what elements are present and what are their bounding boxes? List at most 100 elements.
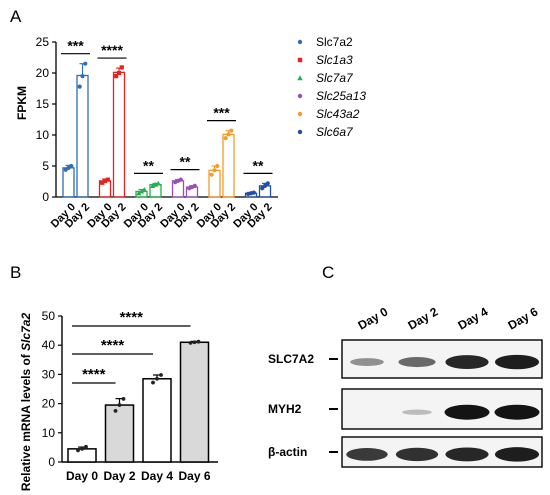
panel-c-band — [398, 357, 436, 368]
panel-b-data-point — [84, 444, 88, 449]
panel-c-band — [445, 355, 489, 369]
panel-a-y-tick-label: 0 — [42, 190, 49, 204]
panel-letter-b: B — [10, 263, 21, 282]
panel-a-data-point — [77, 84, 82, 89]
panel-c-western-blot: Day 0 Day 2 Day 4 Day 6 SLC7A2 MYH2 β-actin — [268, 304, 543, 468]
panel-a-bar — [62, 167, 75, 198]
panel-letter-c: C — [322, 263, 334, 282]
panel-a-data-point — [265, 181, 270, 186]
panel-b-bar — [179, 341, 210, 463]
panel-b-x-tick-label: Day 6 — [178, 469, 210, 483]
panel-b-significance-label: **** — [82, 366, 106, 383]
panel-b-y-tick-label: 10 — [42, 426, 56, 440]
panel-a-data-point — [192, 183, 197, 188]
panel-b-chart: Relative mRNA levels of Slc7a2 0 10 20 30 40… — [19, 309, 218, 491]
panel-a-y-axis-label: FPKM — [15, 86, 29, 120]
panel-a-data-point — [116, 70, 122, 76]
panel-b-data-point — [117, 403, 122, 407]
panel-a-data-point — [114, 74, 119, 79]
panel-c-band — [494, 354, 540, 370]
panel-c-band — [445, 447, 489, 462]
panel-b-significance-label: **** — [120, 309, 144, 326]
panel-letter-a: A — [10, 7, 22, 26]
panel-b-data-point — [155, 376, 159, 381]
panel-a-legend-label: Slc7a2 — [316, 35, 353, 49]
panel-a-data-point — [152, 182, 159, 187]
panel-a-data-point — [102, 178, 108, 183]
panel-a-data-point — [223, 136, 228, 141]
panel-b-data-point — [76, 448, 80, 453]
panel-b-data-point — [121, 397, 126, 401]
panel-a-y-tick-label: 5 — [42, 159, 49, 173]
panel-a-significance-label: ** — [180, 154, 191, 170]
panel-a-significance-label: ** — [253, 157, 264, 173]
panel-b-data-point — [151, 380, 155, 385]
panel-b-data-point — [113, 409, 118, 413]
panel-a-data-point — [260, 186, 265, 191]
panel-a-legend-label: Slc25a13 — [316, 89, 366, 103]
panel-b-bar — [142, 378, 172, 463]
panel-a-data-point — [209, 172, 214, 177]
panel-b-x-tick-label: Day 4 — [141, 469, 173, 483]
panel-c-band — [350, 358, 384, 366]
panel-c-band — [444, 404, 490, 420]
panel-b-y-tick-label: 0 — [48, 455, 55, 469]
panel-a-data-point — [155, 180, 161, 186]
panel-a-bar — [112, 71, 126, 198]
panel-c-row-label: β-actin — [268, 445, 307, 459]
panel-c-band — [346, 448, 388, 461]
panel-a-data-point — [226, 132, 231, 137]
panel-a-data-point — [136, 190, 142, 196]
panel-a-data-point — [229, 128, 234, 133]
panel-a-bar — [222, 133, 235, 198]
panel-a-y-tick-label: 15 — [36, 97, 50, 111]
panel-a-data-point — [119, 65, 124, 70]
panel-a-data-point — [69, 163, 74, 169]
panel-a-legend-marker — [297, 75, 303, 81]
panel-c-lane-label: Day 4 — [456, 304, 491, 332]
panel-a-y-tick-label: 20 — [36, 66, 50, 80]
panel-b-y-axis-label: Relative mRNA levels of Slc7a2 — [19, 313, 33, 492]
panel-a-data-point — [80, 74, 85, 79]
panel-b-data-point — [192, 340, 197, 345]
panel-a-legend: Slc7a2 Slc1a3 Slc7a7 Slc25a13 Slc43a2 Slc6a7 — [297, 35, 366, 139]
panel-c-lane-label: Day 0 — [356, 304, 391, 332]
panel-a-data-point — [141, 186, 147, 192]
panel-b-x-tick-label: Day 2 — [103, 469, 135, 483]
panel-a-data-point — [178, 177, 183, 182]
panel-b-significance-label: **** — [101, 337, 125, 354]
panel-a-y-tick-label: 10 — [36, 128, 50, 142]
panel-c-row-label: MYH2 — [268, 402, 302, 416]
panel-a-significance-label: *** — [213, 105, 230, 121]
panel-a-y-tick-label: 25 — [36, 35, 50, 49]
panel-c-band — [494, 404, 540, 420]
panel-a-significance-label: **** — [101, 42, 123, 58]
panel-a-legend-marker — [297, 129, 303, 135]
panel-b-y-tick-label: 50 — [42, 309, 56, 323]
panel-a-bar — [76, 74, 89, 198]
panel-a-data-point — [100, 180, 105, 185]
panel-a-legend-marker — [297, 93, 303, 99]
panel-b-y-tick-label: 40 — [42, 338, 56, 352]
panel-c-row-label: SLC7A2 — [268, 352, 314, 366]
panel-a-legend-label: Slc1a3 — [316, 53, 353, 67]
panel-b-y-tick-label: 20 — [42, 397, 56, 411]
panel-c-band — [402, 409, 432, 415]
panel-c-lane-label: Day 6 — [506, 304, 541, 332]
panel-b-bar — [67, 448, 97, 463]
panel-a-legend-marker — [297, 39, 303, 45]
panel-a-significance-label: ** — [143, 157, 154, 173]
panel-b-data-point — [188, 340, 193, 345]
panel-a-data-point — [83, 61, 88, 66]
panel-a-data-point — [212, 168, 217, 173]
panel-a-data-point — [251, 190, 256, 195]
panel-a-legend-marker — [297, 111, 303, 117]
panel-a-data-point — [138, 188, 145, 194]
panel-b-bar — [104, 404, 135, 463]
panel-a-data-point — [105, 177, 110, 182]
panel-b-data-point — [80, 446, 84, 451]
panel-a-significance-label: *** — [67, 38, 84, 54]
panel-b-y-tick-label: 30 — [42, 367, 56, 381]
